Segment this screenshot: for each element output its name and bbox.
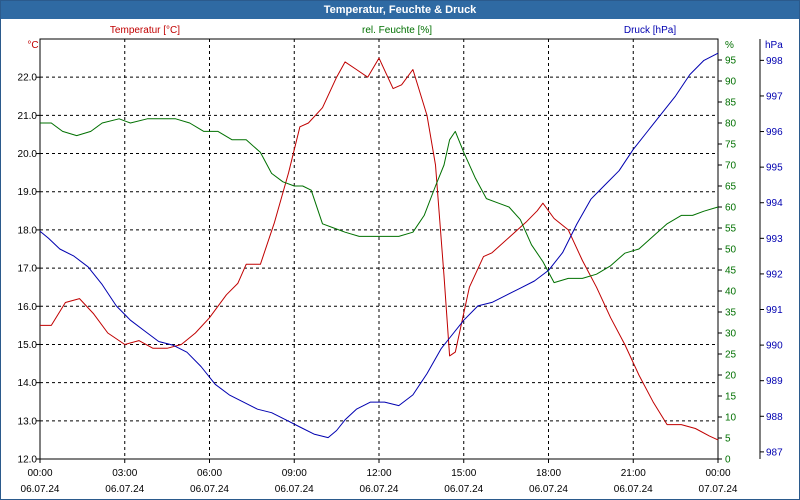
x-tick-time: 18:00 (536, 468, 561, 479)
press-tick-label: 991 (766, 305, 783, 316)
hum-tick-label: 75 (725, 140, 737, 151)
temp-tick-label: 22.0 (18, 73, 38, 84)
x-tick-time: 00:00 (705, 468, 730, 479)
press-tick-label: 988 (766, 412, 783, 423)
press-tick-label: 994 (766, 198, 783, 209)
series-line-temp (40, 57, 719, 441)
x-tick-time: 00:00 (27, 468, 52, 479)
hum-tick-label: 5 (725, 434, 731, 445)
series-layer (39, 52, 719, 441)
press-tick-label: 990 (766, 341, 783, 352)
legend-entry: Temperatur [°C] (110, 25, 180, 36)
hum-tick-label: 35 (725, 308, 737, 319)
hum-tick-label: 25 (725, 350, 737, 361)
x-tick-date: 07.07.24 (699, 484, 738, 495)
press-tick-label: 997 (766, 91, 783, 102)
hum-tick-label: 15 (725, 392, 737, 403)
hum-tick-label: 80 (725, 119, 737, 130)
x-tick-date: 06.07.24 (190, 484, 229, 495)
temp-tick-label: 14.0 (18, 378, 38, 389)
x-tick-time: 06:00 (197, 468, 222, 479)
hum-tick-label: 50 (725, 245, 737, 256)
temp-axis-unit: °C (27, 40, 38, 51)
temp-tick-label: 13.0 (18, 416, 38, 427)
x-tick-date: 06.07.24 (275, 484, 314, 495)
temp-tick-label: 18.0 (18, 225, 38, 236)
hum-tick-label: 20 (725, 371, 737, 382)
x-tick-time: 21:00 (621, 468, 646, 479)
legend-entry: rel. Feuchte [%] (362, 25, 432, 36)
temp-tick-label: 21.0 (18, 111, 38, 122)
hum-tick-label: 70 (725, 161, 737, 172)
hum-tick-label: 40 (725, 287, 737, 298)
x-tick-time: 12:00 (366, 468, 391, 479)
x-tick-date: 06.07.24 (360, 484, 399, 495)
temp-tick-label: 15.0 (18, 340, 38, 351)
hum-tick-label: 90 (725, 77, 737, 88)
window-title: Temperatur, Feuchte & Druck (1, 1, 799, 19)
hum-tick-label: 45 (725, 266, 737, 277)
hum-tick-label: 10 (725, 413, 737, 424)
temp-tick-label: 16.0 (18, 302, 38, 313)
x-tick-date: 06.07.24 (21, 484, 60, 495)
x-tick-date: 06.07.24 (529, 484, 568, 495)
press-tick-label: 995 (766, 163, 783, 174)
press-tick-label: 998 (766, 56, 783, 67)
temp-tick-label: 17.0 (18, 264, 38, 275)
axis-layer: 00:00 06.07.24 03:00 06.07.24 06:00 06.07.24 0… (18, 25, 784, 495)
press-tick-label: 989 (766, 376, 783, 387)
hum-tick-label: 60 (725, 203, 737, 214)
hum-tick-label: 0 (725, 455, 731, 466)
press-tick-label: 987 (766, 447, 783, 458)
temp-tick-label: 12.0 (18, 455, 38, 466)
press-axis-unit: hPa (765, 40, 783, 51)
temp-tick-label: 19.0 (18, 187, 38, 198)
x-tick-date: 06.07.24 (614, 484, 653, 495)
hum-tick-label: 65 (725, 182, 737, 193)
press-tick-label: 996 (766, 127, 783, 138)
x-tick-time: 15:00 (451, 468, 476, 479)
series-line-hum (40, 118, 719, 284)
hum-tick-label: 55 (725, 224, 737, 235)
press-tick-label: 992 (766, 269, 783, 280)
x-tick-date: 06.07.24 (444, 484, 483, 495)
grid-layer (39, 38, 719, 460)
legend-entry: Druck [hPa] (624, 25, 676, 36)
hum-tick-label: 95 (725, 56, 737, 67)
hum-tick-label: 85 (725, 98, 737, 109)
temp-tick-label: 20.0 (18, 149, 38, 160)
press-tick-label: 993 (766, 234, 783, 245)
hum-axis-unit: % (725, 40, 734, 51)
x-tick-time: 03:00 (112, 468, 137, 479)
series-line-press (39, 52, 719, 439)
hum-tick-label: 30 (725, 329, 737, 340)
x-tick-time: 09:00 (282, 468, 307, 479)
x-tick-date: 06.07.24 (105, 484, 144, 495)
